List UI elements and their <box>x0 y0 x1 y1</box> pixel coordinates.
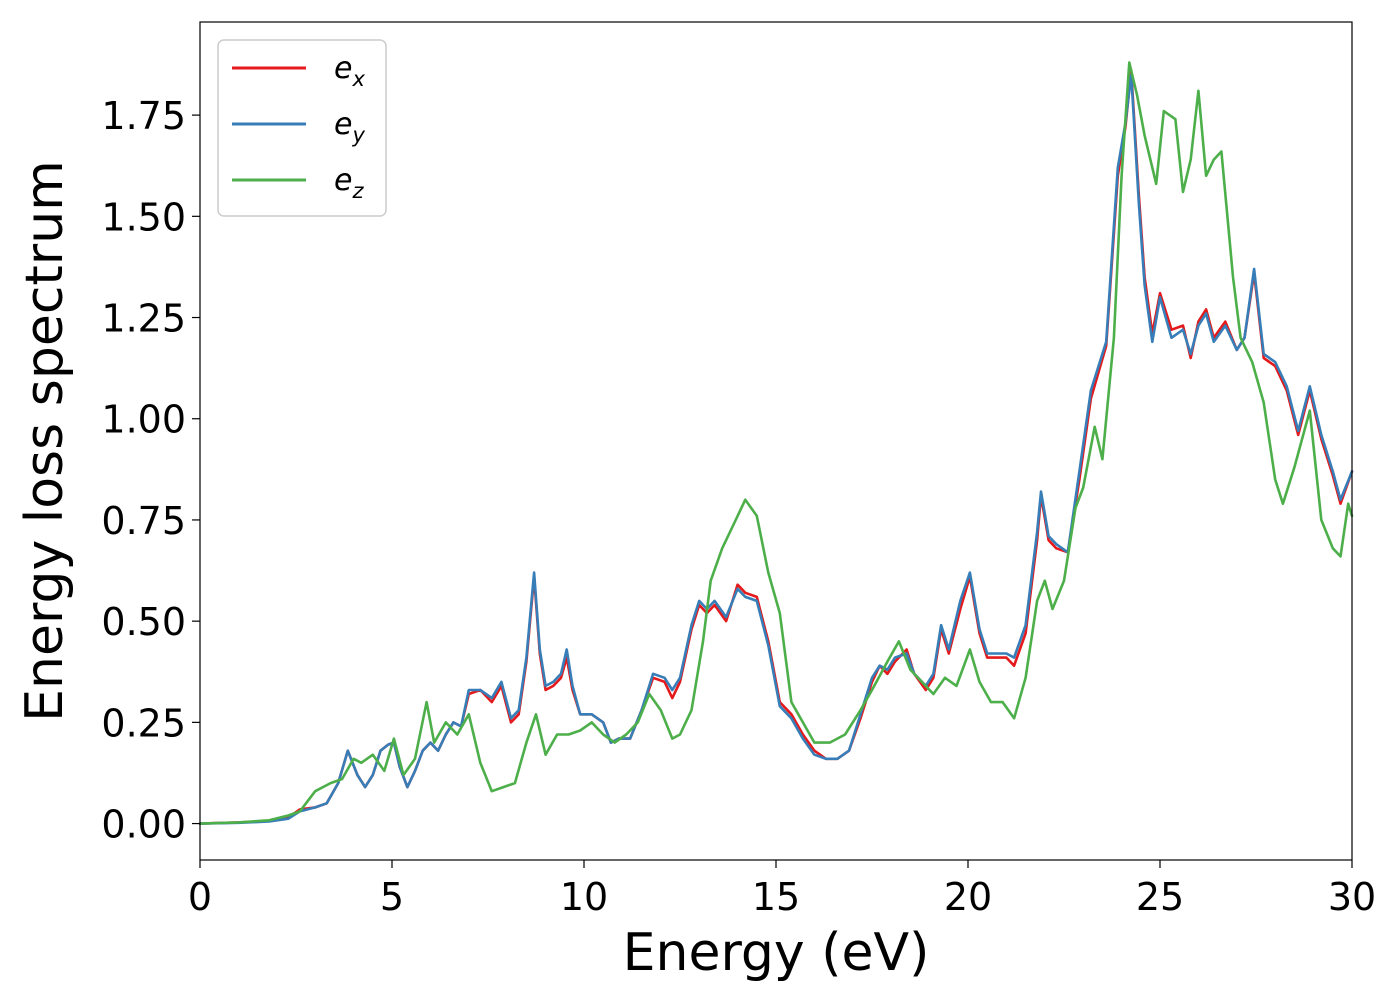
x-axis-label: Energy (eV) <box>623 923 930 983</box>
y-tick-label: 1.75 <box>101 94 186 138</box>
y-tick-label: 0.25 <box>101 701 186 745</box>
y-tick-label: 0.50 <box>101 600 186 644</box>
x-tick-label: 10 <box>560 875 608 919</box>
legend-label-e-x: ex <box>334 51 365 91</box>
x-tick-label: 20 <box>944 875 992 919</box>
x-tick-label: 15 <box>752 875 800 919</box>
y-tick-label: 1.25 <box>101 297 186 341</box>
y-tick-label: 0.75 <box>101 499 186 543</box>
legend-box <box>217 39 387 217</box>
x-axis: 0 5 10 15 20 25 30 <box>188 860 1376 919</box>
y-tick-label: 0.00 <box>101 803 186 847</box>
x-tick-label: 0 <box>188 875 212 919</box>
y-tick-label: 1.00 <box>101 398 186 442</box>
legend: ex ey ez <box>217 39 387 217</box>
legend-label-e-z: ez <box>334 163 364 203</box>
series-group <box>198 61 1354 825</box>
plot-area <box>200 22 1352 860</box>
y-tick-label: 1.50 <box>101 195 186 239</box>
x-tick-label: 25 <box>1136 875 1184 919</box>
x-tick-label: 5 <box>380 875 404 919</box>
x-tick-label: 30 <box>1328 875 1376 919</box>
y-axis: 0.00 0.25 0.50 0.75 1.00 1.25 1.50 1.75 <box>101 94 200 847</box>
legend-label-e-y: ey <box>334 107 365 147</box>
series-line-e-y <box>198 73 1354 825</box>
y-axis-label: Energy loss spectrum <box>15 160 75 722</box>
series-line-e-z <box>198 61 1354 825</box>
